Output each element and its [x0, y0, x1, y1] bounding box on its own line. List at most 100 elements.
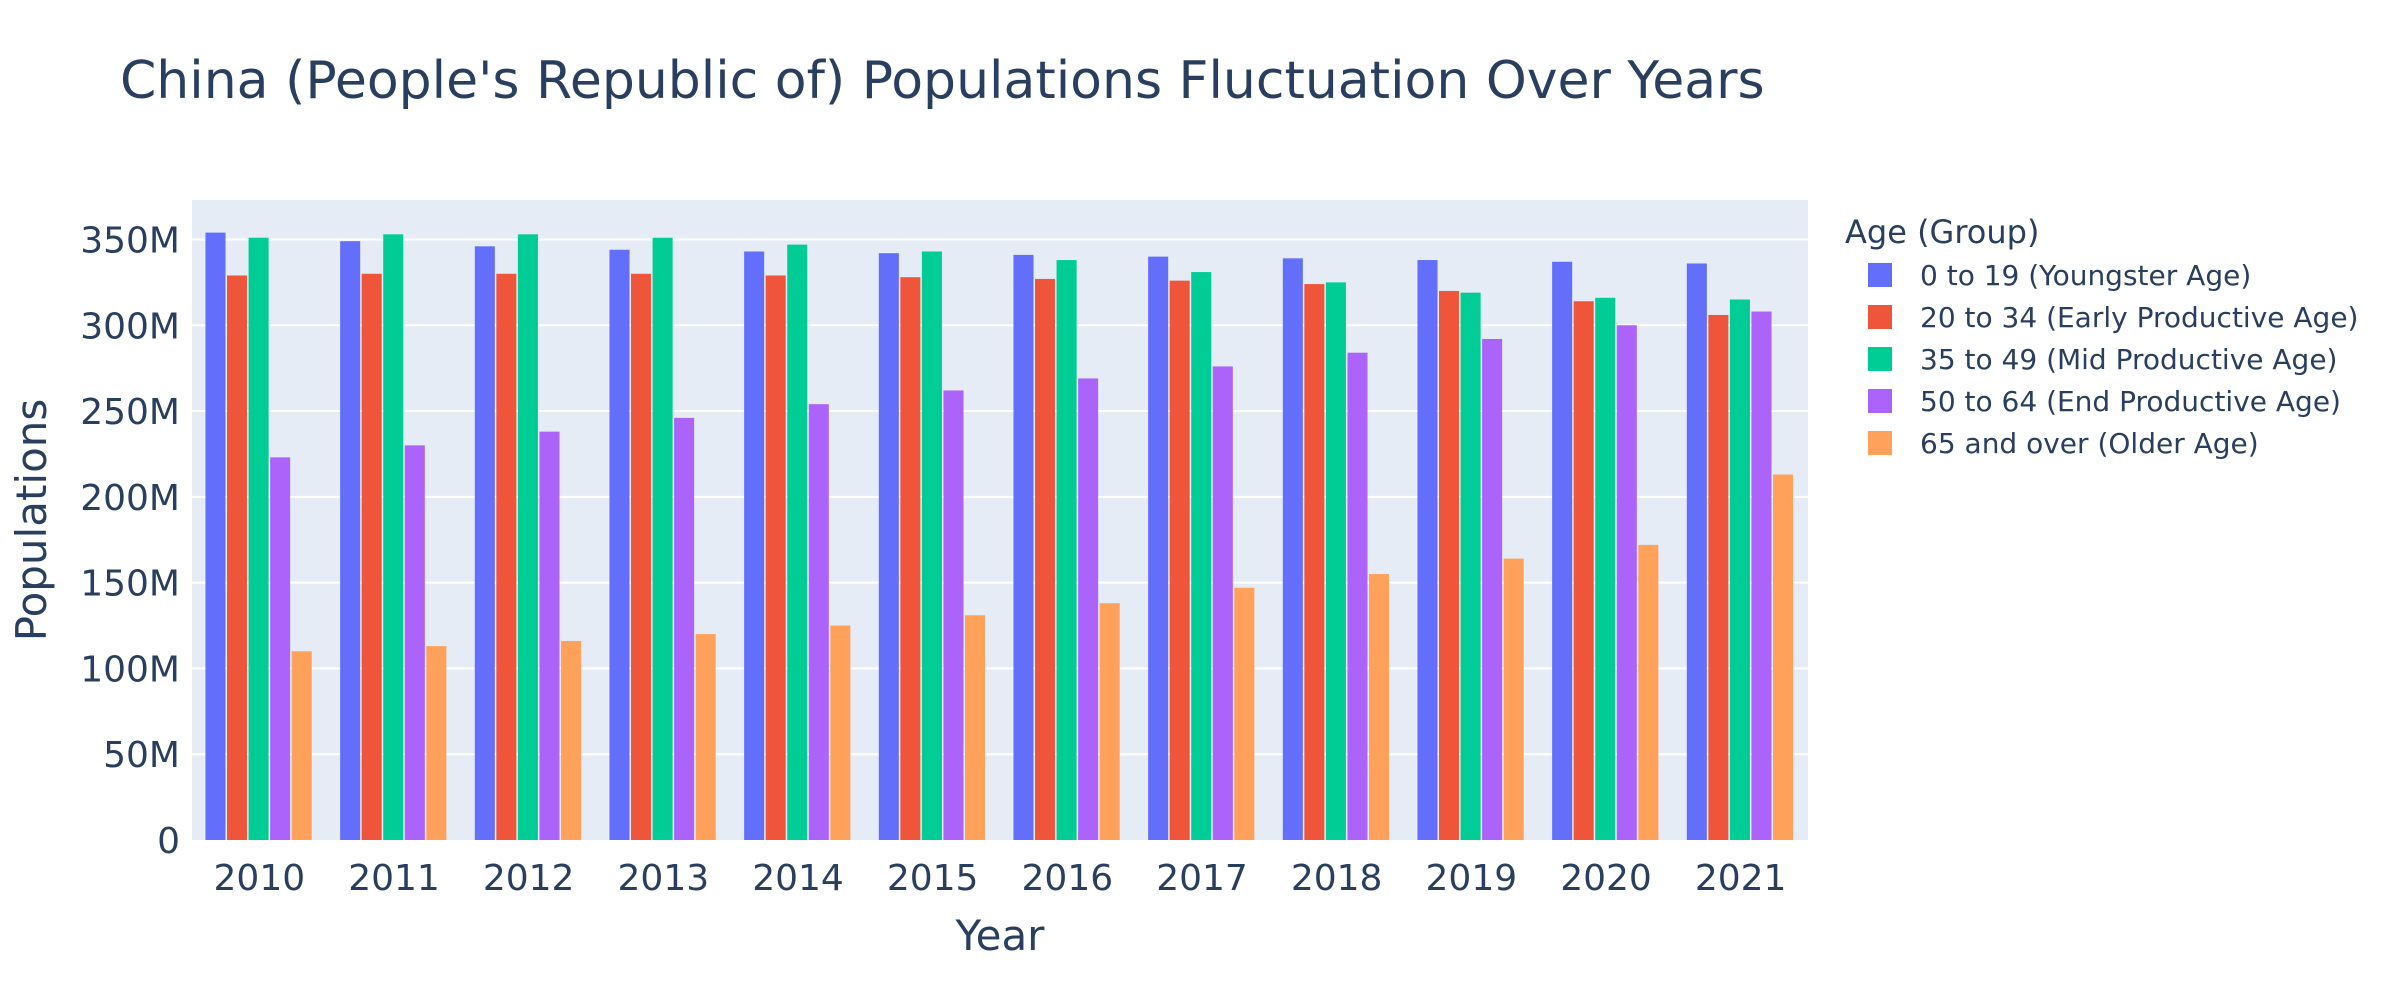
bar — [878, 253, 899, 840]
x-tick-label: 2010 — [214, 858, 306, 899]
bar — [496, 273, 517, 840]
bar — [1304, 284, 1325, 840]
y-tick-label: 50M — [103, 735, 180, 776]
legend-item-label: 0 to 19 (Youngster Age) — [1920, 259, 2251, 292]
plot-background — [192, 200, 1808, 840]
bar — [539, 431, 560, 840]
legend-swatch — [1868, 263, 1892, 287]
legend-item-label: 20 to 34 (Early Productive Age) — [1920, 301, 2358, 334]
bar — [609, 249, 630, 840]
x-tick-label: 2011 — [348, 858, 440, 899]
bar — [248, 237, 269, 840]
bar — [426, 646, 447, 840]
bar — [787, 244, 808, 840]
x-axis-title: Year — [955, 911, 1046, 960]
bar — [361, 273, 382, 840]
legend-swatch — [1868, 389, 1892, 413]
bar — [1552, 261, 1573, 841]
bar — [1191, 272, 1212, 840]
bar — [900, 277, 921, 840]
y-tick-label: 200M — [80, 478, 180, 519]
bar — [1148, 256, 1169, 841]
bar — [270, 457, 291, 840]
bar — [517, 234, 538, 841]
bar — [1595, 297, 1616, 840]
bar — [340, 241, 361, 840]
y-tick-label: 300M — [80, 306, 180, 347]
bar — [1035, 278, 1056, 840]
bar — [1056, 260, 1077, 841]
y-tick-label: 350M — [80, 220, 180, 261]
y-tick-label: 150M — [80, 564, 180, 605]
bar — [1347, 352, 1368, 840]
bar — [1482, 338, 1503, 840]
bar — [1616, 325, 1637, 840]
legend-swatch — [1868, 347, 1892, 371]
legend-swatch — [1868, 431, 1892, 455]
y-axis: 0 50M 100M 150M 200M 250M 300M 350M — [80, 220, 180, 862]
bar — [765, 275, 786, 840]
bar — [1212, 366, 1233, 840]
x-tick-label: 2013 — [618, 858, 710, 899]
bar — [1078, 378, 1099, 840]
x-tick-label: 2017 — [1156, 858, 1248, 899]
bar — [964, 615, 986, 840]
bar — [1503, 558, 1524, 840]
x-tick-label: 2015 — [887, 858, 979, 899]
x-tick-label: 2012 — [483, 858, 575, 899]
bar — [744, 251, 765, 840]
bar — [921, 251, 942, 840]
bar — [1234, 587, 1255, 840]
legend-item-label: 50 to 64 (End Productive Age) — [1920, 385, 2341, 418]
bar — [474, 246, 495, 840]
y-tick-label: 100M — [80, 649, 180, 690]
x-tick-label: 2014 — [752, 858, 844, 899]
bar — [205, 232, 226, 841]
bar — [383, 234, 404, 841]
bar — [1772, 474, 1794, 840]
bar — [1729, 299, 1750, 840]
y-tick-label: 0 — [157, 821, 180, 862]
bar — [1417, 260, 1438, 841]
bar — [1439, 290, 1460, 840]
x-tick-label: 2019 — [1426, 858, 1518, 899]
chart-title: China (People's Republic of) Populations… — [120, 51, 1765, 111]
legend-swatch — [1868, 305, 1892, 329]
x-tick-label: 2021 — [1695, 858, 1787, 899]
bar — [1282, 258, 1303, 841]
legend-title: Age (Group) — [1845, 213, 2039, 251]
bar — [1638, 544, 1659, 840]
legend-item-label: 65 and over (Older Age) — [1920, 427, 2259, 460]
bar — [1099, 603, 1120, 840]
bar — [560, 640, 582, 840]
bar — [227, 275, 248, 840]
bar — [1708, 314, 1729, 840]
bar — [674, 417, 695, 840]
bar — [291, 651, 312, 840]
x-tick-label: 2016 — [1022, 858, 1114, 899]
x-tick-label: 2020 — [1560, 858, 1652, 899]
bar — [1686, 263, 1707, 841]
bars — [205, 232, 1794, 841]
bar — [652, 237, 673, 840]
bar — [631, 273, 652, 840]
y-axis-title: Populations — [7, 399, 56, 642]
legend-item-label: 35 to 49 (Mid Productive Age) — [1920, 343, 2337, 376]
legend: Age (Group) 0 to 19 (Youngster Age) 20 to… — [1845, 213, 2358, 460]
bar — [943, 390, 964, 840]
gridlines — [192, 238, 1808, 756]
bar — [1013, 254, 1034, 840]
bar — [1368, 574, 1390, 840]
bar — [695, 634, 716, 840]
bar — [1169, 280, 1190, 840]
y-tick-label: 250M — [80, 392, 180, 433]
bar — [1325, 282, 1346, 840]
bar — [404, 445, 425, 840]
bar — [808, 404, 829, 840]
bar — [1751, 311, 1772, 840]
x-tick-label: 2018 — [1291, 858, 1383, 899]
x-axis: 2010 2011 2012 2013 2014 2015 2016 2017 2018 2019… — [214, 858, 1787, 899]
bar — [1460, 292, 1481, 840]
bar — [830, 625, 851, 840]
